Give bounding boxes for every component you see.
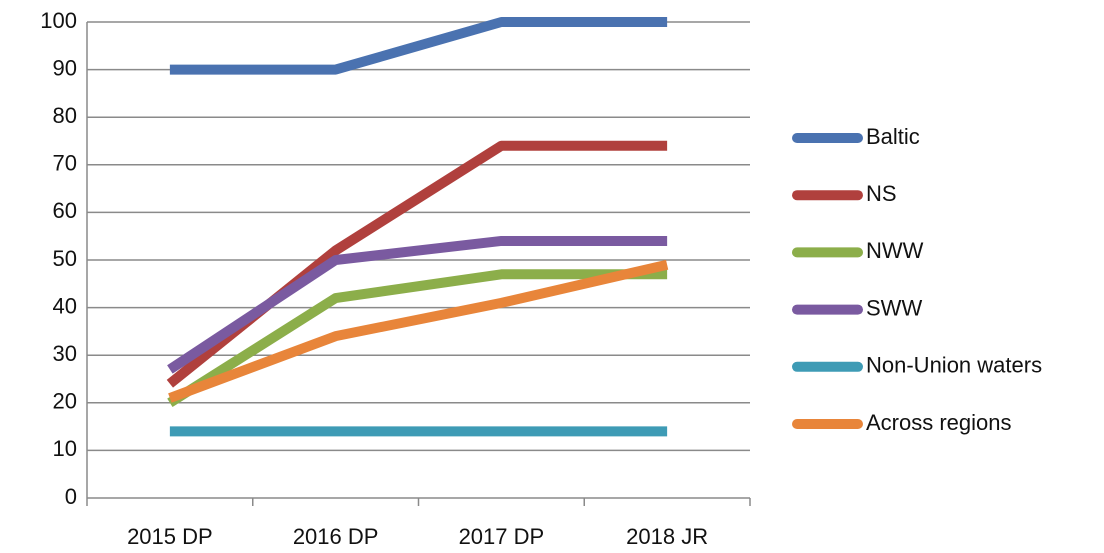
series-line: [169, 17, 668, 75]
y-tick-label: 20: [53, 389, 77, 414]
y-tick-label: 10: [53, 436, 77, 461]
legend-label: NWW: [866, 238, 924, 263]
y-tick-label: 90: [53, 55, 77, 80]
series-line: [166, 140, 668, 388]
series-line: [167, 269, 668, 408]
legend-label: NS: [866, 181, 897, 206]
y-tick-label: 50: [53, 246, 77, 271]
series-line: [167, 235, 668, 374]
legend-label: Across regions: [866, 410, 1012, 435]
legend-label: SWW: [866, 295, 922, 320]
x-tick-label: 2018 JR: [626, 524, 708, 549]
x-tick-label: 2016 DP: [293, 524, 379, 549]
y-tick-label: 80: [53, 103, 77, 128]
y-tick-label: 30: [53, 341, 77, 366]
y-tick-label: 40: [53, 293, 77, 318]
y-tick-label: 0: [65, 484, 77, 509]
y-tick-label: 100: [40, 8, 77, 33]
x-tick-label: 2017 DP: [459, 524, 545, 549]
legend-label: Baltic: [866, 124, 920, 149]
y-tick-label: 60: [53, 198, 77, 223]
legend-label: Non-Union waters: [866, 353, 1042, 378]
series-line: [168, 259, 669, 403]
x-tick-label: 2015 DP: [127, 524, 213, 549]
y-tick-label: 70: [53, 151, 77, 176]
